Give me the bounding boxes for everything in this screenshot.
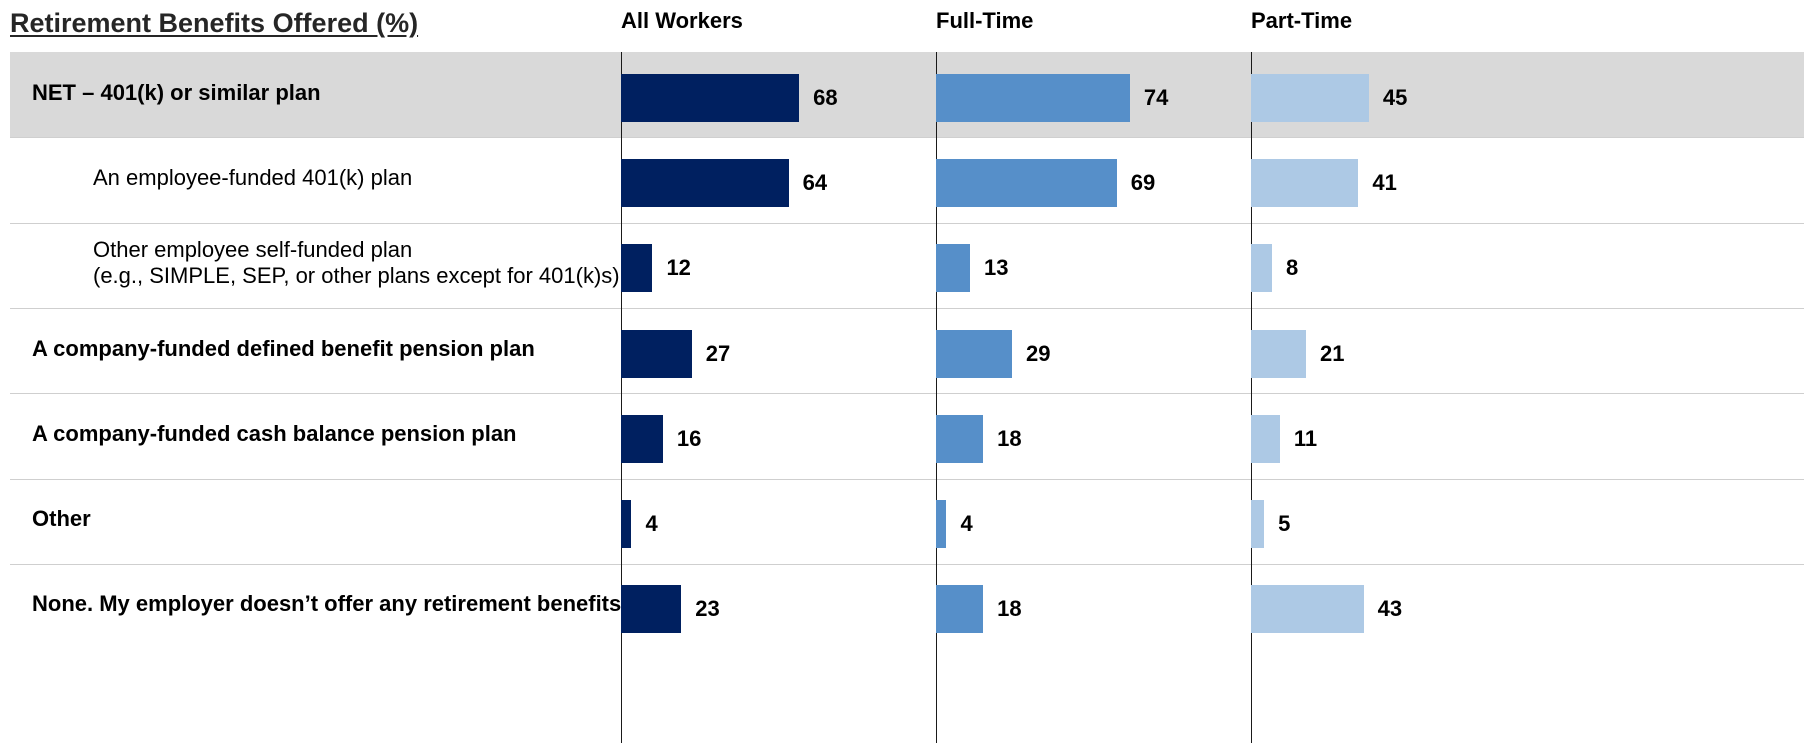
bar	[936, 158, 1117, 207]
value-label: 18	[997, 425, 1022, 451]
bar	[1251, 73, 1369, 122]
bar	[936, 500, 947, 549]
row-separator	[10, 137, 1804, 138]
value-label: 18	[997, 596, 1022, 622]
value-label: 69	[1130, 169, 1156, 195]
value-label: 74	[1143, 84, 1169, 110]
row-label: None. My employer doesn’t offer any reti…	[32, 591, 627, 617]
bar	[936, 73, 1130, 122]
bar	[1251, 329, 1307, 378]
row-highlight	[10, 52, 1804, 138]
value-label: 23	[695, 596, 720, 622]
row-label-line: None. My employer doesn’t offer any reti…	[32, 591, 628, 617]
series-header: Part-Time	[1251, 8, 1353, 33]
bar	[621, 244, 653, 293]
value-label: 12	[666, 255, 691, 281]
value-label: 4	[645, 511, 658, 537]
row-separator	[10, 564, 1804, 565]
row-separator	[10, 308, 1804, 309]
bar	[936, 585, 984, 634]
value-label: 45	[1382, 84, 1408, 110]
bar	[621, 585, 682, 634]
bar	[936, 244, 971, 293]
row-label-line: A company-funded cash balance pension pl…	[32, 420, 517, 446]
row-label: A company-funded cash balance pension pl…	[32, 421, 517, 447]
row-label: NET – 401(k) or similar plan	[32, 80, 321, 106]
row-label: A company-funded defined benefit pension…	[32, 336, 535, 362]
bar	[621, 73, 800, 122]
row-label-line: NET – 401(k) or similar plan	[32, 79, 321, 105]
row-label-line: An employee-funded 401(k) plan	[93, 164, 413, 190]
bar	[1251, 244, 1272, 293]
value-label: 43	[1377, 596, 1403, 622]
series-header: Full-Time	[936, 8, 1034, 33]
bar	[621, 158, 789, 207]
chart-title: Retirement Benefits Offered (%)	[10, 8, 419, 38]
axis-line	[1251, 52, 1252, 743]
value-label: 8	[1285, 255, 1299, 281]
row-label-line: (e.g., SIMPLE, SEP, or other plans excep…	[93, 263, 620, 289]
row-label: An employee-funded 401(k) plan	[93, 165, 412, 191]
value-label: 13	[984, 255, 1009, 281]
value-label: 16	[676, 425, 702, 451]
row-label-line: Other	[32, 506, 91, 532]
bar	[621, 329, 692, 378]
row-label: Other	[32, 506, 91, 532]
value-label: 5	[1278, 511, 1291, 537]
row-separator	[10, 393, 1804, 394]
axis-line	[621, 52, 622, 743]
bar	[1251, 158, 1359, 207]
bar	[936, 414, 984, 463]
value-label: 4	[960, 511, 973, 537]
value-label: 64	[802, 169, 828, 195]
bar	[1251, 585, 1364, 634]
series-header: All Workers	[621, 8, 743, 33]
value-label: 27	[705, 340, 731, 366]
bar	[936, 329, 1012, 378]
row-label-line: Other employee self-funded plan	[93, 237, 413, 263]
bar	[621, 500, 632, 549]
value-label: 29	[1025, 340, 1051, 366]
row-label: Other employee self-funded plan (e.g., SI…	[93, 237, 620, 289]
value-label: 21	[1320, 340, 1345, 366]
row-label-line: A company-funded defined benefit pension…	[32, 335, 535, 361]
bar	[1251, 414, 1280, 463]
row-separator	[10, 223, 1804, 224]
value-label: 41	[1372, 169, 1397, 195]
row-separator	[10, 479, 1804, 480]
value-label: 11	[1293, 425, 1318, 451]
bar	[621, 414, 663, 463]
value-label: 68	[813, 84, 838, 110]
bar	[1251, 500, 1265, 549]
axis-line	[936, 52, 937, 743]
